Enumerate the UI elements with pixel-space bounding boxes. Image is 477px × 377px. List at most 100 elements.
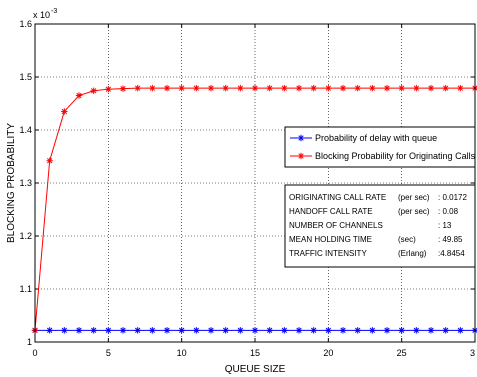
data-point-blocking [383, 84, 391, 92]
data-point-blocking [207, 84, 215, 92]
data-point-delay [369, 327, 376, 334]
parameter-label: ORIGINATING CALL RATE [289, 193, 386, 202]
legend-box [284, 126, 476, 168]
y-tick-label: 1.2 [19, 231, 32, 241]
y-exponent: -3 [51, 8, 57, 15]
legend-marker-blocking [297, 152, 305, 160]
parameter-value: : 13 [438, 221, 452, 230]
data-point-blocking [134, 84, 141, 92]
data-point-blocking [281, 84, 288, 92]
parameter-value: : 0.08 [438, 207, 459, 216]
parameter-label: HANDOFF CALL RATE [289, 207, 373, 216]
y-tick-label: 1.4 [19, 125, 32, 135]
data-point-delay [222, 327, 229, 334]
data-point-blocking [61, 108, 68, 115]
data-point-delay [149, 327, 156, 334]
data-point-delay [163, 327, 171, 334]
data-point-blocking [251, 84, 259, 92]
legend: Probability of delay with queue Blocking… [284, 126, 476, 168]
data-point-delay [457, 327, 464, 334]
plot-frame [34, 23, 476, 343]
parameters-box-frame [284, 184, 476, 268]
data-point-blocking [105, 85, 112, 93]
data-point-delay [134, 327, 141, 334]
data-point-delay [383, 327, 391, 334]
legend-marker-delay [297, 134, 305, 142]
data-point-delay [75, 327, 83, 334]
data-point-delay [207, 327, 215, 334]
data-point-delay [178, 327, 185, 334]
data-point-delay [354, 327, 361, 334]
data-point-delay [237, 327, 244, 334]
data-point-delay [251, 327, 259, 334]
data-point-delay [281, 327, 288, 334]
x-tick-label: 0 [32, 348, 37, 358]
data-point-delay [119, 327, 127, 334]
data-point-blocking [90, 87, 97, 94]
data-point-delay [398, 327, 405, 334]
x-tick-label: 5 [106, 348, 111, 358]
data-point-blocking [149, 84, 156, 92]
parameter-value: :4.8454 [438, 249, 465, 258]
legend-label-delay: Probability of delay with queue [315, 133, 437, 143]
data-point-blocking [427, 84, 435, 92]
parameter-label: TRAFFIC INTENSITY [289, 249, 367, 258]
series-layer [31, 84, 477, 334]
x-axis-label: QUEUE SIZE [225, 364, 286, 375]
parameter-unit: (Erlang) [398, 249, 427, 258]
data-point-delay [442, 327, 449, 334]
data-point-delay [105, 327, 112, 334]
data-point-blocking [178, 84, 185, 92]
y-multiplier: x 10 [33, 10, 50, 20]
data-point-blocking [295, 84, 303, 92]
y-axis-label: BLOCKING PROBABILITY [6, 123, 17, 243]
parameters-box: ORIGINATING CALL RATE (per sec): 0.0172 HA… [284, 184, 476, 268]
parameter-unit: (per sec) [398, 207, 430, 216]
data-point-delay [61, 327, 68, 334]
x-tick-label: 25 [397, 348, 407, 358]
parameter-label: NUMBER OF CHANNELS [289, 221, 383, 230]
data-point-delay [427, 327, 435, 334]
data-point-blocking [119, 85, 127, 92]
data-point-blocking [310, 84, 317, 92]
data-point-blocking [266, 84, 273, 92]
data-point-delay [295, 327, 303, 334]
data-point-blocking [75, 92, 83, 99]
parameters-list: ORIGINATING CALL RATE (per sec): 0.0172 HA… [289, 193, 467, 258]
data-point-blocking [237, 84, 244, 92]
data-point-delay [310, 327, 317, 334]
x-tick-label: 3 [470, 348, 475, 358]
x-tick-label: 20 [323, 348, 333, 358]
data-point-blocking [354, 84, 361, 92]
legend-marker-star-blocking [297, 152, 305, 160]
data-point-delay [266, 327, 273, 334]
x-tick-label: 10 [177, 348, 187, 358]
legend-label-blocking: Blocking Probability for Originating Cal… [315, 151, 476, 161]
data-point-blocking [222, 84, 229, 92]
y-tick-label: 1.5 [19, 72, 32, 82]
data-point-blocking [457, 84, 464, 92]
parameter-value: : 49.85 [438, 235, 463, 244]
y-tick-label: 1 [27, 337, 32, 347]
data-point-blocking [369, 84, 376, 92]
y-tick-label: 1.3 [19, 178, 32, 188]
data-point-delay [339, 327, 347, 334]
parameter-unit: (sec) [398, 235, 416, 244]
data-point-delay [46, 327, 53, 334]
parameter-label: MEAN HOLDING TIME [289, 235, 372, 244]
x-tick-label: 15 [250, 348, 260, 358]
y-tick-label: 1.6 [19, 19, 32, 29]
y-tick-label: 1.1 [19, 284, 32, 294]
data-point-delay [193, 327, 200, 334]
data-point-delay [413, 327, 420, 334]
data-point-delay [325, 327, 332, 334]
legend-marker-star-delay [297, 134, 305, 142]
data-point-delay [90, 327, 97, 334]
data-point-blocking [442, 84, 449, 92]
data-point-blocking [413, 84, 420, 92]
data-point-blocking [163, 84, 171, 92]
data-point-blocking [46, 157, 53, 164]
data-point-blocking [398, 84, 405, 92]
data-point-blocking [325, 84, 332, 92]
